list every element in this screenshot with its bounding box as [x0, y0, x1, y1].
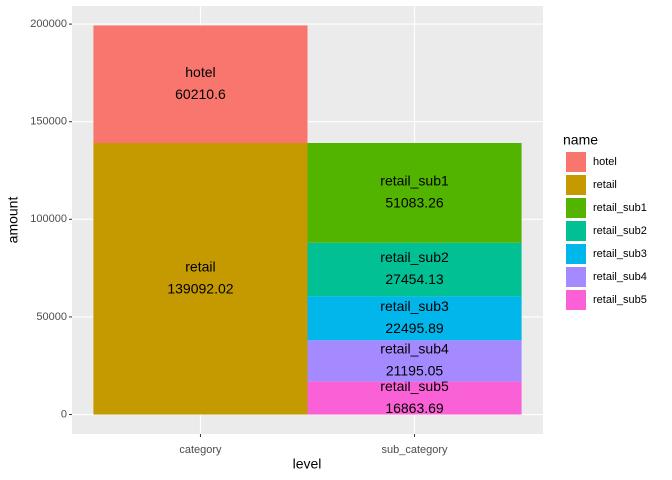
y-tick-label: 50000 — [36, 311, 67, 323]
y-tick-label: 150000 — [30, 116, 67, 128]
legend-key — [566, 290, 586, 310]
legend-label: retail — [593, 179, 617, 191]
legend-key — [566, 244, 586, 264]
legend-key — [566, 221, 586, 241]
x-tick-label: sub_category — [382, 444, 449, 456]
legend-label: hotel — [593, 156, 617, 168]
segment-label-value: 16863.69 — [385, 400, 444, 416]
legend-label: retail_sub4 — [593, 271, 647, 283]
bar-segment — [307, 143, 522, 243]
segment-label-value: 51083.26 — [385, 195, 444, 211]
segment-label-value: 60210.6 — [175, 86, 226, 102]
x-tick-label: category — [179, 444, 222, 456]
segment-label-name: retail_sub3 — [380, 298, 449, 314]
y-tick-label: 100000 — [30, 213, 67, 225]
y-tick-label: 200000 — [30, 18, 67, 30]
legend-key — [566, 198, 586, 218]
bar-segment — [307, 242, 522, 297]
segment-label-value: 21195.05 — [386, 363, 444, 379]
segment-label-name: retail — [185, 258, 215, 274]
segment-label-value: 27454.13 — [385, 271, 444, 287]
legend-label: retail_sub2 — [593, 225, 647, 237]
segment-label-name: retail_sub4 — [380, 341, 449, 357]
y-axis-title: amount — [5, 197, 21, 244]
legend-key — [566, 175, 586, 195]
legend-label: retail_sub1 — [593, 202, 647, 214]
legend-key — [566, 267, 586, 287]
bar-segment — [307, 381, 522, 415]
segment-label-name: retail_sub1 — [380, 173, 449, 189]
legend-key — [566, 152, 586, 172]
bar-segment — [93, 25, 308, 144]
legend-label: retail_sub3 — [593, 248, 647, 260]
segment-label-name: retail_sub5 — [380, 378, 449, 394]
segment-label-name: hotel — [185, 64, 215, 80]
x-axis-title: level — [293, 456, 322, 472]
segment-label-name: retail_sub2 — [380, 249, 449, 265]
bar-segment — [93, 143, 308, 415]
segment-label-value: 22495.89 — [385, 320, 444, 336]
bar-segment — [307, 296, 522, 341]
bar-segment — [307, 340, 522, 382]
legend-title: name — [563, 132, 598, 148]
segment-label-value: 139092.02 — [167, 280, 233, 296]
y-tick-label: 0 — [61, 408, 67, 420]
legend-label: retail_sub5 — [593, 294, 647, 306]
